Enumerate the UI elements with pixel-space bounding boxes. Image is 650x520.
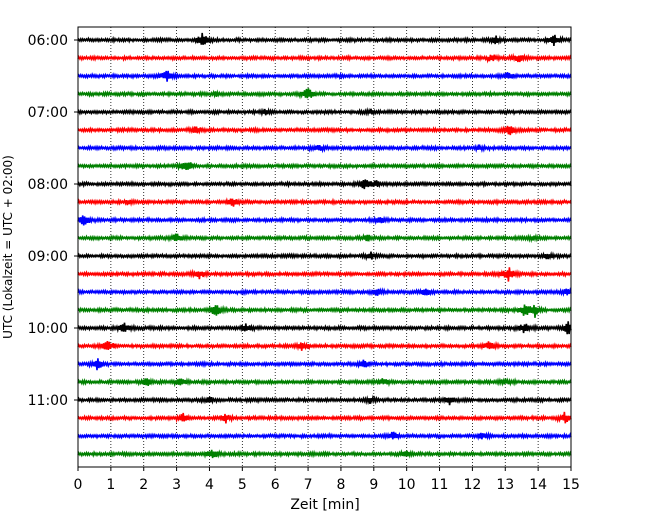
- y-tick-label-1100: 11:00: [28, 393, 68, 409]
- x-tick-label-13: 13: [496, 477, 514, 493]
- x-tick-label-5: 5: [238, 477, 247, 493]
- x-axis-ticks: 0 1 2 3 4 5 6 7 8 9 10 11 12 13 14 15: [74, 467, 580, 493]
- x-tick-label-8: 8: [336, 477, 345, 493]
- x-tick-label-6: 6: [271, 477, 280, 493]
- trace-0900: [77, 250, 572, 262]
- x-tick-label-0: 0: [74, 477, 83, 493]
- trace-0715: [77, 125, 572, 136]
- trace-1000: [77, 321, 572, 335]
- vertical-grid: [110, 27, 539, 467]
- trace-0645: [77, 88, 572, 100]
- trace-1145: [77, 448, 572, 459]
- x-tick-label-2: 2: [139, 477, 148, 493]
- trace-1030: [77, 358, 572, 371]
- trace-0930: [77, 287, 572, 297]
- x-tick-label-15: 15: [562, 477, 580, 493]
- trace-0700: [77, 107, 572, 118]
- x-tick-label-7: 7: [304, 477, 313, 493]
- x-tick-label-4: 4: [205, 477, 214, 493]
- y-axis-label: UTC (Lokalzeit = UTC + 02:00): [1, 155, 15, 339]
- trace-0945: [77, 304, 572, 318]
- trace-1100: [77, 394, 572, 406]
- trace-0915: [77, 267, 572, 282]
- y-axis-ticks: 06:00 07:00 08:00 09:00 10:00 11:00: [28, 33, 78, 409]
- trace-1045: [77, 377, 572, 388]
- trace-0845: [77, 232, 572, 244]
- trace-0615: [77, 52, 572, 64]
- x-tick-label-11: 11: [431, 477, 449, 493]
- y-tick-label-0700: 07:00: [28, 105, 68, 121]
- y-tick-label-0900: 09:00: [28, 249, 68, 265]
- x-tick-label-3: 3: [172, 477, 181, 493]
- trace-1130: [77, 431, 572, 441]
- y-tick-label-0600: 06:00: [28, 33, 68, 49]
- y-tick-label-0800: 08:00: [28, 177, 68, 193]
- x-axis-label: Zeit [min]: [290, 497, 359, 513]
- trace-0815: [77, 197, 572, 207]
- x-tick-label-10: 10: [398, 477, 416, 493]
- trace-1015: [77, 340, 572, 352]
- trace-0745: [77, 161, 572, 172]
- trace-1115: [77, 411, 572, 424]
- x-tick-label-14: 14: [529, 477, 547, 493]
- trace-0800: [77, 179, 572, 190]
- trace-0730: [77, 143, 572, 154]
- trace-0630: [77, 70, 572, 82]
- plot-frame: [77, 26, 572, 468]
- trace-layer: [77, 32, 572, 459]
- trace-0830: [77, 215, 572, 226]
- x-tick-label-9: 9: [369, 477, 378, 493]
- x-tick-label-1: 1: [106, 477, 115, 493]
- x-tick-label-12: 12: [463, 477, 481, 493]
- y-tick-label-1000: 10:00: [28, 321, 68, 337]
- trace-0600: [77, 32, 572, 46]
